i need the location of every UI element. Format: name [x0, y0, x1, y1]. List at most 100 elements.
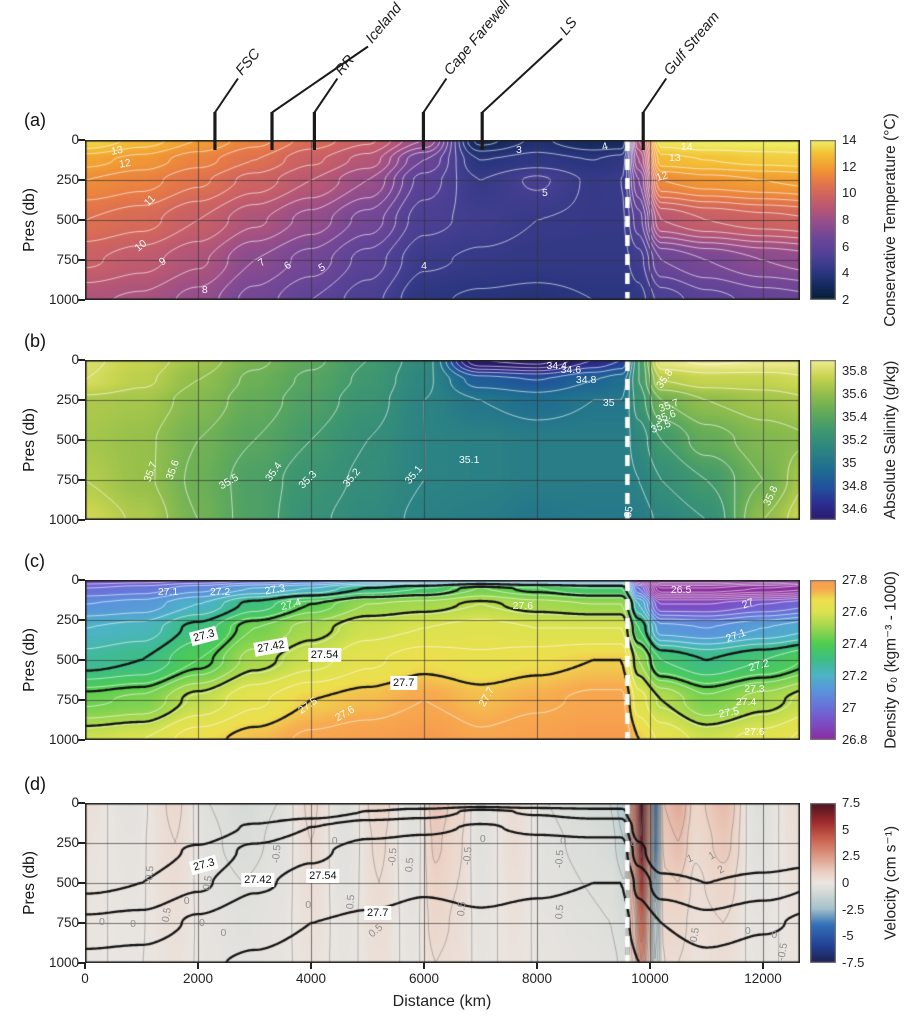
contour-label: 34.6	[560, 364, 582, 377]
colorbar-tick-label: 35	[842, 454, 857, 470]
y-tick-label: 250	[56, 172, 79, 187]
y-tick-mark	[78, 219, 85, 221]
contour-label: 0	[305, 899, 312, 912]
x-tick-label: 6000	[408, 971, 439, 986]
colorbar-tick-label: 27.8	[842, 572, 868, 587]
colorbar-b	[810, 360, 836, 520]
colorbar-tick-label: 6	[842, 238, 850, 254]
colorbar-tick-label: 35.2	[842, 432, 868, 447]
contour-label: 3	[515, 143, 522, 156]
contour-label: 35	[621, 505, 636, 519]
annotation-fsc: FSC	[213, 46, 264, 150]
contour-label: 0.5	[343, 894, 357, 910]
colorbar-c-title: Density σ₀ (kgm⁻³ - 1000)	[882, 571, 900, 749]
y-tick-mark	[78, 619, 85, 621]
y-tick-mark	[78, 659, 85, 661]
contour-label: -0.5	[461, 846, 475, 866]
y-tick-mark	[78, 259, 85, 261]
contour-label: 27.2	[209, 585, 231, 598]
density-contour-label: 27.54	[307, 648, 342, 663]
colorbar-tick-label: 7.5	[842, 795, 861, 810]
colorbar-tick-label: 8	[842, 212, 850, 227]
y-tick-mark	[78, 299, 85, 301]
colorbar-tick-label: 27.6	[842, 604, 868, 619]
y-tick-mark	[78, 802, 85, 804]
contour-label: 0	[479, 832, 486, 845]
contour-label: 13	[109, 144, 124, 158]
colorbar-tick-label: 27.4	[842, 636, 868, 651]
y-tick-label: 0	[71, 132, 79, 147]
y-tick-label: 1000	[48, 732, 79, 747]
y-tick-mark	[78, 882, 85, 884]
contour-label: 4	[421, 260, 427, 273]
y-tick-label: 0	[71, 352, 79, 367]
contour-label: 0.5	[552, 903, 566, 920]
y-tick-mark	[78, 739, 85, 741]
contour-label: 5	[541, 186, 548, 199]
y-tick-label: 500	[56, 875, 79, 890]
contour-label: 0	[130, 917, 136, 930]
colorbar-tick-label: -7.5	[842, 955, 865, 970]
colorbar-tick-label: 26.8	[842, 732, 868, 747]
colorbar-tick-label: 12	[842, 158, 857, 174]
colorbar-tick-label: 2	[842, 292, 850, 307]
panel-c-density-section	[85, 580, 800, 740]
contour-label: -0.5	[552, 849, 567, 869]
contour-label: 0	[331, 835, 338, 848]
x-tick-label: 10000	[631, 971, 669, 986]
y-tick-label: 750	[56, 915, 79, 930]
annotation-label: Cape Farewell	[441, 0, 514, 79]
annotation-ls: LS	[480, 14, 581, 150]
x-tick-mark	[536, 963, 538, 969]
contour-label: 13	[669, 152, 681, 165]
y-tick-label: 250	[56, 392, 79, 407]
contour-label: 27.4	[735, 695, 757, 708]
panel-d-letter: (d)	[24, 774, 46, 794]
y-tick-label: 500	[56, 212, 79, 227]
contour-label: 0	[99, 915, 105, 928]
y-tick-mark	[78, 179, 85, 181]
contour-label: 35	[602, 396, 615, 409]
x-tick-mark	[84, 963, 86, 969]
y-tick-label: 750	[56, 252, 79, 267]
contour-label: 0	[560, 834, 566, 847]
annotation-label: FSC	[233, 46, 264, 79]
colorbar-tick-label: 34.6	[842, 500, 868, 516]
y-tick-mark	[78, 519, 85, 521]
contour-label: 35.1	[458, 453, 480, 466]
density-contour-label: 27.42	[241, 872, 275, 887]
contour-label: 12	[117, 156, 132, 171]
y-tick-label: 250	[56, 612, 79, 627]
y-tick-label: 1000	[48, 292, 79, 307]
panel-c-letter: (c)	[24, 551, 45, 571]
density-contour-label: 27.54	[306, 868, 340, 883]
contour-label: 0.5	[200, 874, 215, 892]
colorbar-tick-label: 0	[842, 875, 850, 890]
y-tick-mark	[78, 579, 85, 581]
contour-label: 0	[630, 836, 636, 849]
contour-label: 34.8	[575, 373, 597, 386]
annotation-label: Gulf Stream	[661, 9, 723, 79]
colorbar-tick-label: 10	[842, 185, 857, 201]
colorbar-d	[810, 803, 836, 963]
panel-a-temperature-section	[85, 140, 800, 300]
annotation-gulf-stream: Gulf Stream	[641, 9, 723, 150]
x-axis-label: Distance (km)	[392, 993, 492, 1010]
x-tick-label: 4000	[295, 971, 326, 986]
colorbar-tick-label: 34.8	[842, 477, 868, 493]
colorbar-tick-label: 27	[842, 700, 857, 715]
density-contour-label: 27.7	[363, 906, 392, 921]
x-tick-label: 0	[81, 971, 89, 986]
contour-label: -0.5	[775, 941, 790, 962]
y-tick-mark	[78, 359, 85, 361]
colorbar-d-title: Velocity (cm s⁻¹)	[882, 825, 900, 941]
y-tick-label: 750	[56, 692, 79, 707]
y-tick-label: 0	[71, 572, 79, 587]
y-tick-label: 1000	[48, 512, 79, 527]
contour-label: 27.3	[744, 682, 765, 695]
contour-label: 27.6	[512, 599, 534, 612]
annotation-iceland: Iceland	[270, 0, 406, 150]
colorbar-tick-label: 27.2	[842, 668, 868, 683]
contour-label: -0.5	[142, 865, 157, 885]
y-tick-label: 750	[56, 472, 79, 487]
